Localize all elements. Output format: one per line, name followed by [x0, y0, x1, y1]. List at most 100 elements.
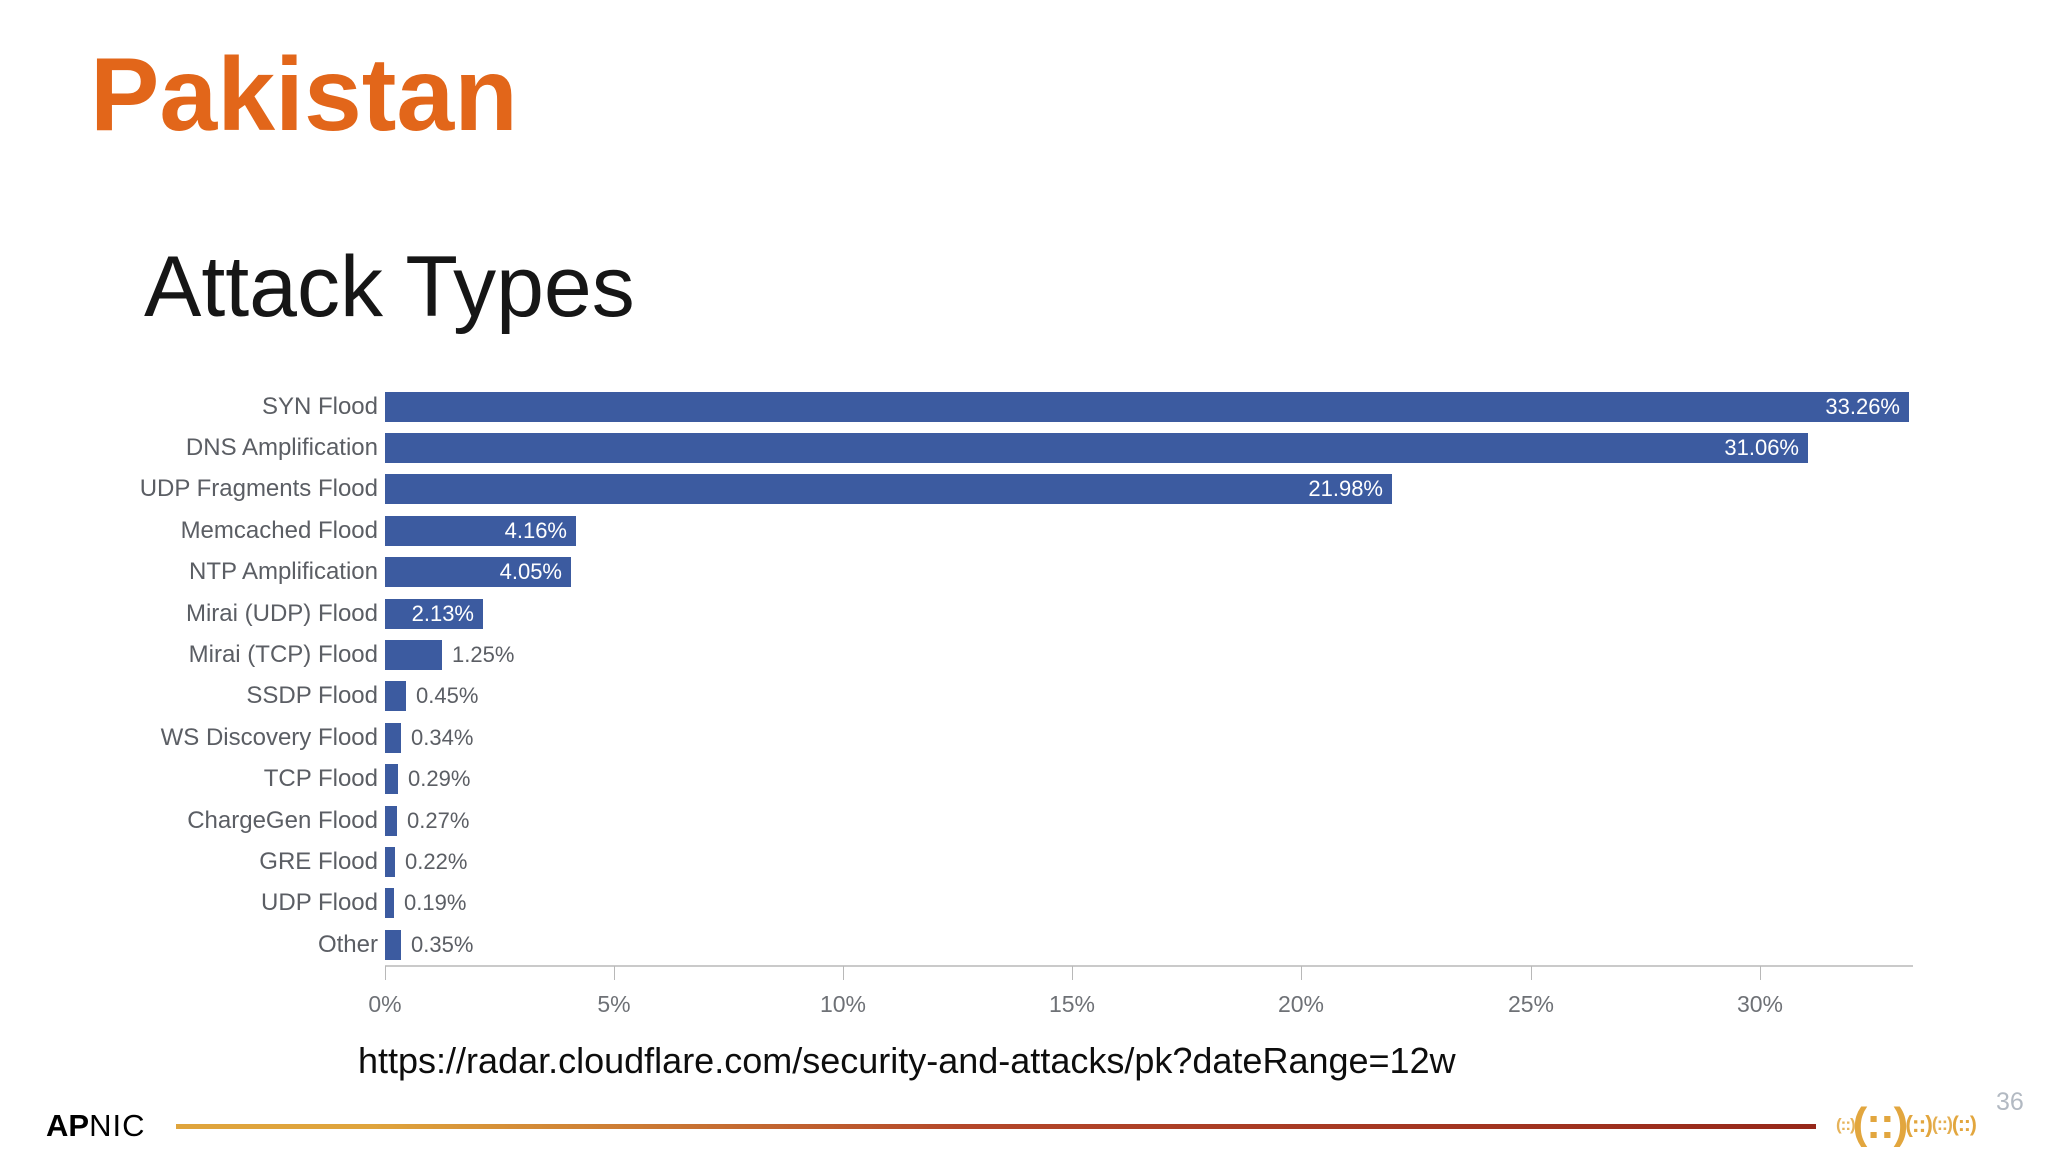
x-axis: 0% 5% 10% 15% 20% 25% 30% — [368, 965, 1950, 1043]
value-label: 0.19% — [404, 890, 467, 916]
chart-row: Mirai (TCP) Flood 1.25% — [120, 634, 1950, 675]
chart-row: DNS Amplification 31.06% — [120, 427, 1950, 468]
chart-row: Memcached Flood 4.16% — [120, 510, 1950, 551]
chart-row: SYN Flood 33.26% — [120, 386, 1950, 427]
x-axis-tick — [1531, 966, 1532, 981]
x-axis-line — [385, 965, 1913, 968]
source-url: https://radar.cloudflare.com/security-an… — [358, 1040, 1456, 1081]
value-label: 0.29% — [408, 766, 471, 792]
bar-track: 4.16% — [385, 515, 1950, 546]
value-label: 1.25% — [452, 642, 515, 668]
value-label: 2.13% — [411, 600, 474, 626]
category-label: Mirai (TCP) Flood — [188, 641, 378, 669]
chart-row: UDP Flood 0.19% — [120, 883, 1950, 924]
page-number: 36 — [1996, 1088, 2024, 1116]
x-axis-tick-label: 0% — [368, 991, 402, 1018]
chart-row: Other 0.35% — [120, 924, 1950, 965]
bar: 4.05% — [385, 557, 571, 588]
chart-row: GRE Flood 0.22% — [120, 841, 1950, 882]
chart-row: TCP Flood 0.29% — [120, 759, 1950, 800]
bar: 21.98% — [385, 474, 1392, 505]
value-label: 4.16% — [504, 517, 567, 543]
x-axis-tick-label: 15% — [1048, 991, 1096, 1018]
category-label: NTP Amplification — [189, 558, 378, 586]
apnic-logo-light-part: NIC — [89, 1108, 146, 1143]
bar: 31.06% — [385, 433, 1808, 464]
bar-track: 0.19% — [385, 888, 1950, 919]
category-label: WS Discovery Flood — [160, 723, 378, 751]
bar-track: 0.45% — [385, 681, 1950, 712]
conference-logo-glyph: (::) — [1905, 1110, 1933, 1137]
conference-logo-glyph: (::) — [1951, 1112, 1977, 1136]
chart-row: NTP Amplification 4.05% — [120, 552, 1950, 593]
footer-divider-line — [176, 1124, 1816, 1129]
bar-track: 33.26% — [385, 391, 1950, 422]
x-axis-tick — [1072, 966, 1073, 981]
category-label: SSDP Flood — [246, 682, 378, 710]
category-label: TCP Flood — [263, 765, 378, 793]
bar — [385, 888, 394, 919]
bar — [385, 846, 395, 877]
value-label: 0.45% — [416, 683, 479, 709]
bar — [385, 681, 406, 712]
value-label: 33.26% — [1825, 393, 1900, 419]
apnic-logo-bold-part: AP — [46, 1108, 90, 1143]
bar-track: 21.98% — [385, 474, 1950, 505]
conference-logo-glyph: (::) — [1852, 1099, 1909, 1148]
chart-row: UDP Fragments Flood 21.98% — [120, 469, 1950, 510]
category-label: Mirai (UDP) Flood — [185, 599, 378, 627]
category-label: Other — [317, 930, 378, 958]
x-axis-tick-label: 10% — [819, 991, 867, 1018]
x-axis-tick-label: 5% — [597, 991, 631, 1018]
bar — [385, 764, 398, 795]
value-label: 0.27% — [407, 807, 470, 833]
bar — [385, 722, 401, 753]
bar — [385, 929, 401, 960]
value-label: 0.35% — [411, 931, 474, 957]
apnic-conference-logo-icon: (::) (::) (::) (::) (::) — [1836, 1096, 2046, 1152]
x-axis-tick — [614, 966, 615, 981]
bar: 4.16% — [385, 515, 576, 546]
category-label: DNS Amplification — [185, 434, 378, 462]
bar-track: 2.13% — [385, 598, 1950, 629]
value-label: 0.34% — [411, 724, 474, 750]
bar-track: 1.25% — [385, 640, 1950, 671]
value-label: 31.06% — [1724, 435, 1799, 461]
category-label: UDP Flood — [261, 889, 378, 917]
bar-track: 31.06% — [385, 433, 1950, 464]
bar: 2.13% — [385, 598, 483, 629]
bar-track: 0.34% — [385, 722, 1950, 753]
attack-types-bar-chart: SYN Flood 33.26% DNS Amplification 31.06% UD… — [120, 386, 1950, 1043]
chart-title: Attack Types — [144, 239, 635, 335]
conference-logo-glyph: (::) — [1931, 1114, 1953, 1134]
value-label: 0.22% — [405, 848, 468, 874]
x-axis-tick-label: 20% — [1277, 991, 1325, 1018]
bar: 33.26% — [385, 391, 1909, 422]
bar-track: 4.05% — [385, 557, 1950, 588]
x-axis-tick — [843, 966, 844, 981]
x-axis-tick-label: 30% — [1736, 991, 1784, 1018]
category-label: ChargeGen Flood — [187, 806, 378, 834]
chart-row: Mirai (UDP) Flood 2.13% — [120, 593, 1950, 634]
slide-title: Pakistan — [90, 37, 518, 153]
bar-track: 0.27% — [385, 805, 1950, 836]
category-label: GRE Flood — [259, 847, 378, 875]
apnic-logo: APNIC — [46, 1108, 145, 1144]
x-axis-tick — [385, 966, 386, 981]
chart-row: SSDP Flood 0.45% — [120, 676, 1950, 717]
chart-row: WS Discovery Flood 0.34% — [120, 717, 1950, 758]
conference-logo-glyph: (::) — [1836, 1114, 1856, 1134]
x-axis-tick — [1760, 966, 1761, 981]
category-label: SYN Flood — [261, 392, 378, 420]
value-label: 21.98% — [1308, 476, 1383, 502]
value-label: 4.05% — [499, 559, 562, 585]
chart-row: ChargeGen Flood 0.27% — [120, 800, 1950, 841]
x-axis-tick — [1301, 966, 1302, 981]
bar-track: 0.22% — [385, 846, 1950, 877]
bar — [385, 805, 397, 836]
category-label: UDP Fragments Flood — [139, 475, 378, 503]
bar — [385, 640, 442, 671]
bar-track: 0.35% — [385, 929, 1950, 960]
x-axis-tick-label: 25% — [1507, 991, 1555, 1018]
